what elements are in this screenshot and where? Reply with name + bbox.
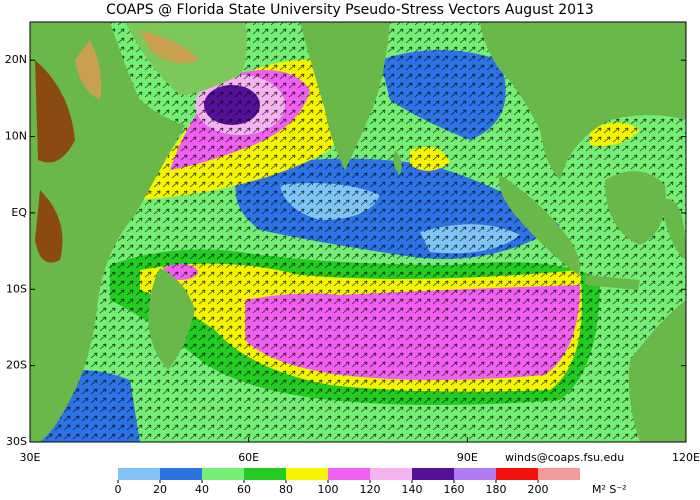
- land-australia: [628, 300, 686, 442]
- land-sulawesi: [660, 198, 686, 260]
- land-sumatra: [499, 175, 581, 275]
- lat-tick-label: 10S: [6, 282, 27, 295]
- colorbar-tick-label: 140: [402, 483, 423, 496]
- colorbar-tick-label: 60: [237, 483, 251, 496]
- lon-tick-label: 120E: [672, 451, 700, 464]
- colorbar-swatch: [454, 468, 496, 480]
- colorbar-swatch: [202, 468, 244, 480]
- colorbar-swatch: [412, 468, 454, 480]
- colorbar-swatch: [244, 468, 286, 480]
- land-india: [300, 22, 390, 170]
- colorbar-tick-label: 80: [279, 483, 293, 496]
- land-madagascar: [148, 268, 195, 370]
- map-frame: [29, 21, 687, 443]
- land-relief: [140, 30, 200, 64]
- colorbar-swatch: [286, 468, 328, 480]
- lat-tick-label: 10N: [5, 130, 27, 143]
- map: [30, 22, 686, 442]
- colorbar-tick-label: 0: [115, 483, 122, 496]
- colorbar-tick-label: 160: [444, 483, 465, 496]
- contact: winds@coaps.fsu.edu: [505, 451, 624, 464]
- lon-tick-label: 30E: [20, 451, 41, 464]
- lat-tick-label: 20N: [5, 53, 27, 66]
- colorbar-swatch: [370, 468, 412, 480]
- colorbar-units: M² S⁻²: [592, 483, 627, 496]
- colorbar-swatch: [328, 468, 370, 480]
- colorbar-tick-label: 100: [318, 483, 339, 496]
- colorbar-tick-label: 40: [195, 483, 209, 496]
- title: COAPS @ Florida State University Pseudo-…: [106, 2, 594, 18]
- land-relief: [35, 60, 75, 263]
- colorbar-swatch: [160, 468, 202, 480]
- land-relief: [75, 40, 102, 100]
- land-java: [585, 275, 640, 290]
- colorbar-swatch: [538, 468, 580, 480]
- colorbar-tick-label: 200: [528, 483, 549, 496]
- land-borneo: [605, 171, 666, 245]
- lat-tick-label: EQ: [11, 206, 27, 219]
- colorbar-swatch: [118, 468, 160, 480]
- colorbar-swatch: [496, 468, 538, 480]
- lat-tick-label: 20S: [6, 359, 27, 372]
- colorbar-tick-label: 120: [360, 483, 381, 496]
- land-srilanka: [393, 150, 402, 175]
- lon-tick-label: 60E: [238, 451, 259, 464]
- colorbar-tick-label: 180: [486, 483, 507, 496]
- colorbar-tick-label: 20: [153, 483, 167, 496]
- lon-tick-label: 90E: [457, 451, 478, 464]
- lat-tick-label: 30S: [6, 435, 27, 448]
- land-seasia: [480, 22, 686, 180]
